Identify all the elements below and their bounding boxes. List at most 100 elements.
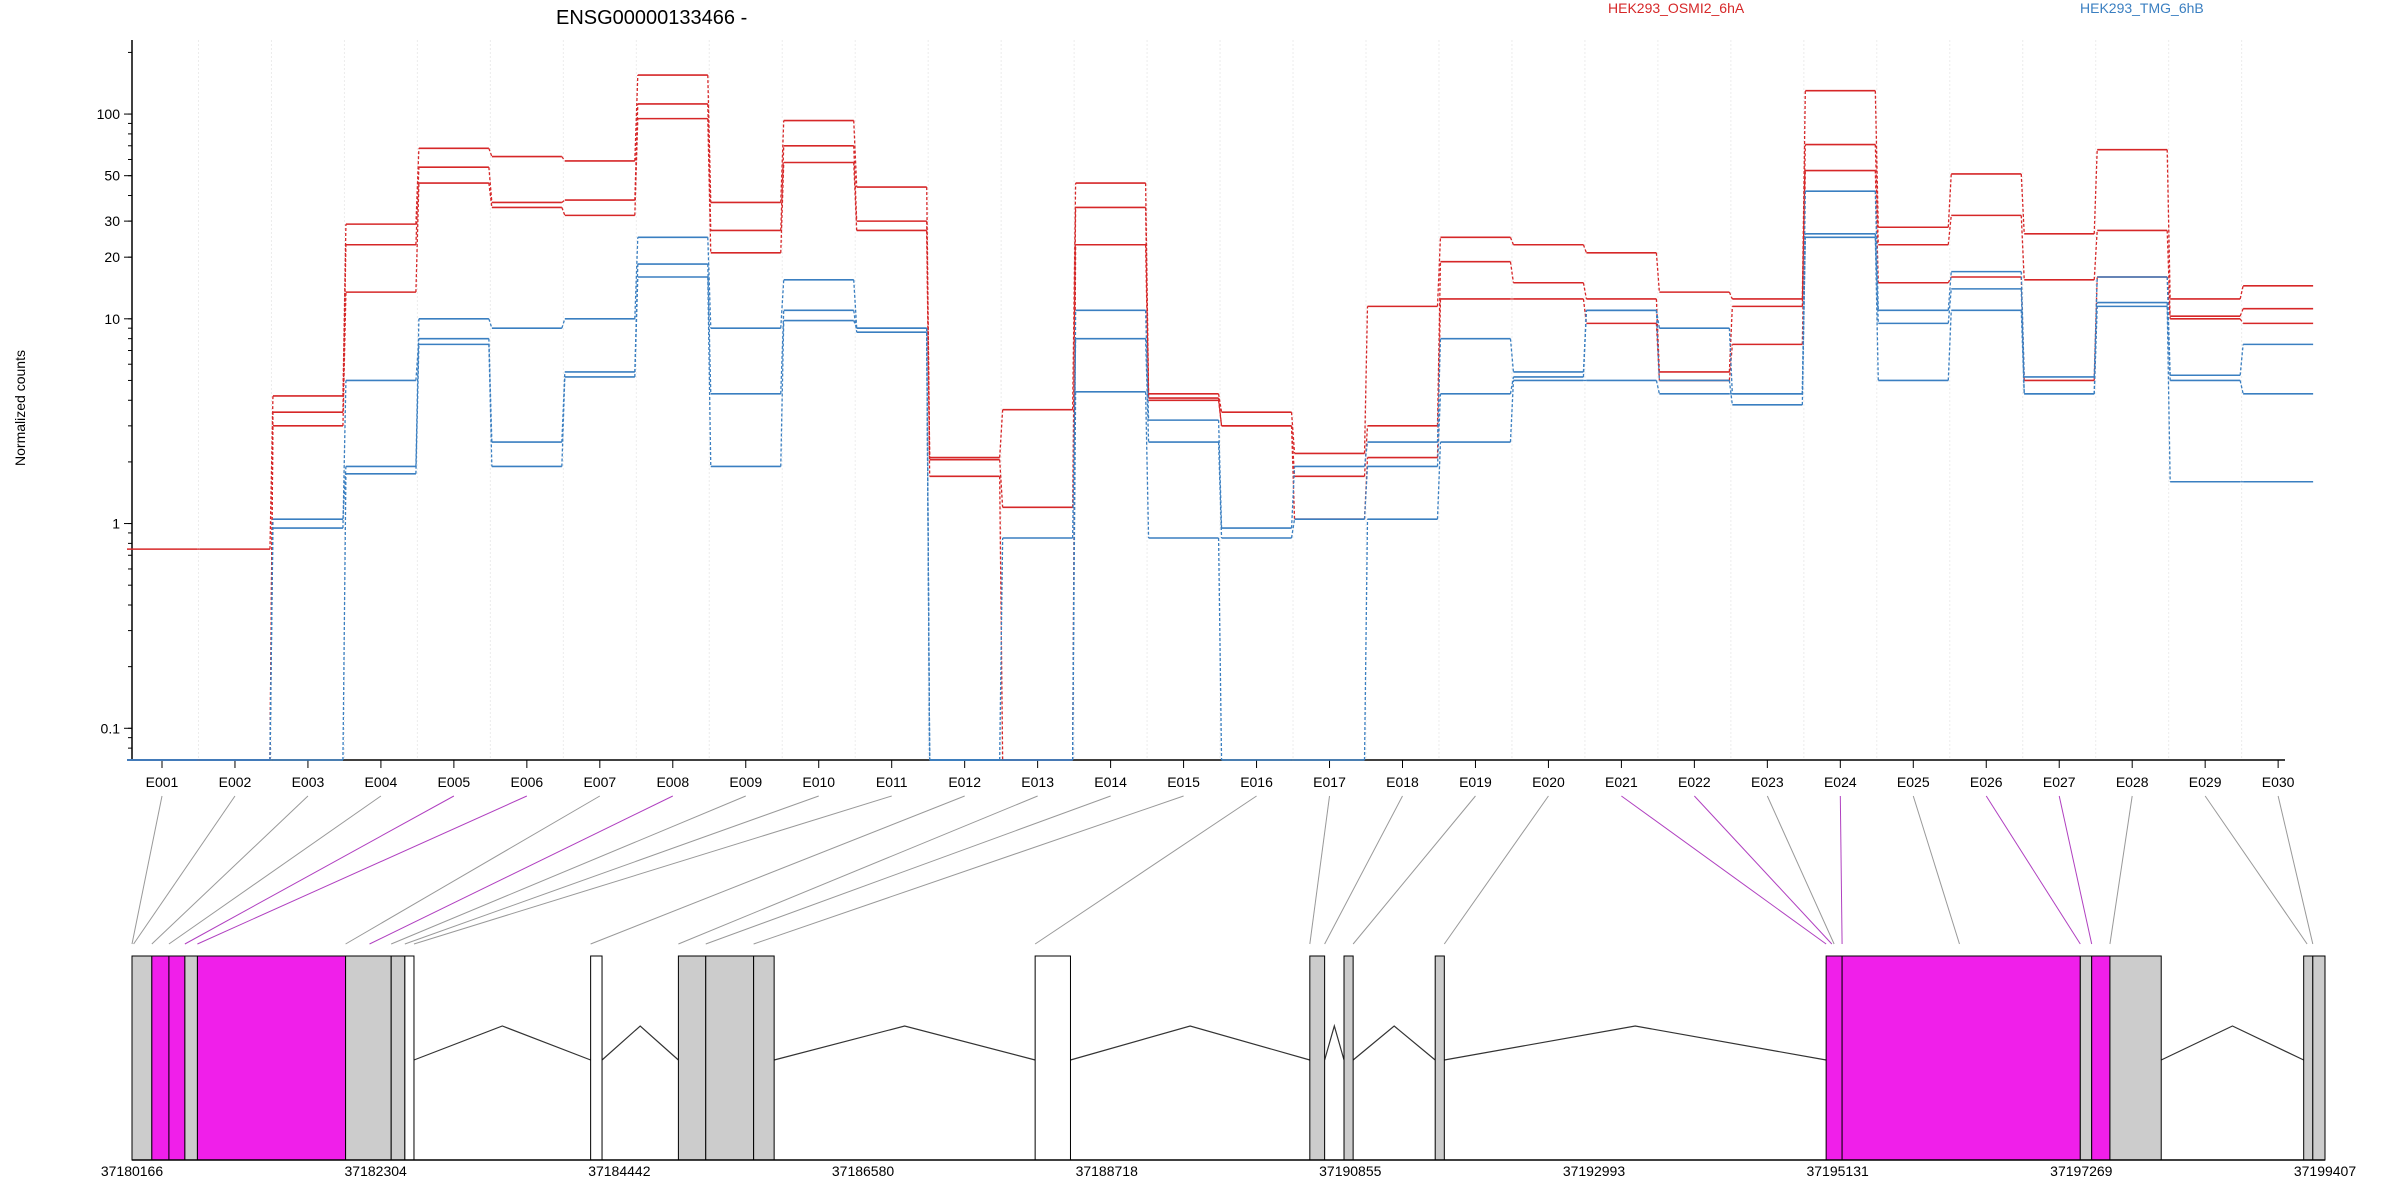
series-connector: [853, 320, 858, 329]
x-tick-label: E023: [1751, 774, 1784, 790]
series-connector: [1436, 261, 1442, 426]
x-tick-label: E016: [1240, 774, 1273, 790]
exon-block: [196, 955, 347, 1161]
series-connector: [269, 395, 274, 550]
x-tick-label: E021: [1605, 774, 1638, 790]
series-connector: [415, 167, 420, 245]
genomic-tick-label: 37197269: [2050, 1163, 2113, 1179]
series-connector: [1436, 237, 1442, 307]
series-connector: [1728, 380, 1733, 405]
series-connector: [1144, 244, 1150, 401]
x-tick-label: E003: [292, 774, 325, 790]
series-connector: [1144, 207, 1150, 399]
series-connector: [488, 344, 493, 467]
exon-block: [404, 955, 415, 1161]
intron: [1352, 1025, 1436, 1061]
x-tick-label: E010: [802, 774, 835, 790]
series-connector: [1509, 237, 1515, 245]
series-connector: [1217, 393, 1223, 413]
series-connector: [342, 466, 347, 520]
series-connector: [415, 344, 420, 474]
series-connector: [1874, 237, 1879, 381]
series-connector: [1217, 420, 1223, 529]
series-connector: [488, 183, 493, 208]
x-tick-label: E012: [948, 774, 981, 790]
series-connector: [707, 237, 712, 329]
series-connector: [1874, 90, 1879, 228]
series-connector: [1947, 310, 1952, 381]
y-tick-label: 10: [104, 311, 120, 327]
intron: [601, 1025, 679, 1061]
series-connector: [1217, 442, 1223, 539]
series-connector: [1728, 306, 1733, 372]
series-connector: [634, 118, 639, 216]
intron: [1324, 1023, 1345, 1061]
series-connector: [999, 537, 1004, 761]
exon-block: [2303, 955, 2314, 1161]
series-connector: [1363, 466, 1369, 520]
series-6: [127, 236, 2314, 761]
series-connector: [561, 156, 566, 162]
series-connector: [488, 148, 493, 157]
exon-block: [1309, 955, 1326, 1161]
exon-block: [705, 955, 755, 1161]
exon-block: [677, 955, 707, 1161]
y-tick-label: 50: [104, 168, 120, 184]
series-connector: [1509, 261, 1515, 283]
exon-mapping-line: [197, 795, 528, 945]
exon-mapping-line: [2109, 795, 2133, 945]
series-connector: [1947, 173, 1952, 228]
series-connector: [1582, 282, 1588, 300]
exon-mapping-line: [1443, 795, 1549, 945]
series-connector: [926, 328, 931, 761]
exon-mapping-line: [131, 795, 163, 945]
series-connector: [2093, 149, 2098, 234]
exon-mapping-line: [151, 795, 309, 945]
exon-block: [1825, 955, 1843, 1161]
series-connector: [342, 473, 347, 761]
x-tick-label: E026: [1970, 774, 2003, 790]
exon-mapping-line: [2058, 795, 2093, 945]
series-connector: [561, 207, 566, 216]
x-tick-label: E011: [876, 774, 908, 790]
series-connector: [1071, 338, 1077, 539]
series-connector: [561, 371, 566, 443]
gene-model: [131, 955, 2326, 1161]
x-tick-label: E025: [1897, 774, 1930, 790]
series-connector: [561, 318, 566, 329]
legend: HEK293_OSMI2_6hA HEK293_TMG_6hB: [1608, 0, 2204, 16]
exon-block: [2312, 955, 2326, 1161]
series-connector: [1874, 144, 1879, 245]
series-connector: [780, 162, 785, 253]
legend-entry-tmg: HEK293_TMG_6hB: [2080, 0, 2204, 16]
exon-mapping-line: [753, 795, 1184, 945]
y-tick-label: 1: [112, 516, 120, 532]
series-connector: [707, 264, 712, 394]
exon-block: [1841, 955, 2081, 1161]
exon-block: [1034, 955, 1071, 1161]
x-tick-label: E001: [146, 774, 179, 790]
x-tick-label: E018: [1386, 774, 1419, 790]
series-connector: [1655, 310, 1661, 329]
series-connector: [1363, 519, 1369, 761]
series-connector: [2166, 306, 2171, 482]
series-connector: [634, 276, 639, 377]
x-tick-label: E008: [656, 774, 689, 790]
x-tick-label: E024: [1824, 774, 1857, 790]
exon-block: [184, 955, 198, 1161]
genomic-tick-label: 37184442: [588, 1163, 651, 1179]
exon-mapping-line: [590, 795, 965, 945]
series-connector: [1436, 338, 1442, 443]
exon-mapping-line: [184, 795, 455, 945]
exon-mapping-line: [168, 795, 382, 945]
chart-title: ENSG00000133466 -: [556, 7, 747, 29]
exon-block: [131, 955, 153, 1161]
exon-mapping-line: [1034, 795, 1257, 945]
exon-mapping-line: [413, 795, 892, 945]
genomic-tick-label: 37192993: [1563, 1163, 1626, 1179]
exon-block: [2109, 955, 2162, 1161]
series-connector: [707, 75, 712, 203]
series-connector: [1509, 380, 1515, 443]
genomic-tick-label: 37186580: [832, 1163, 895, 1179]
